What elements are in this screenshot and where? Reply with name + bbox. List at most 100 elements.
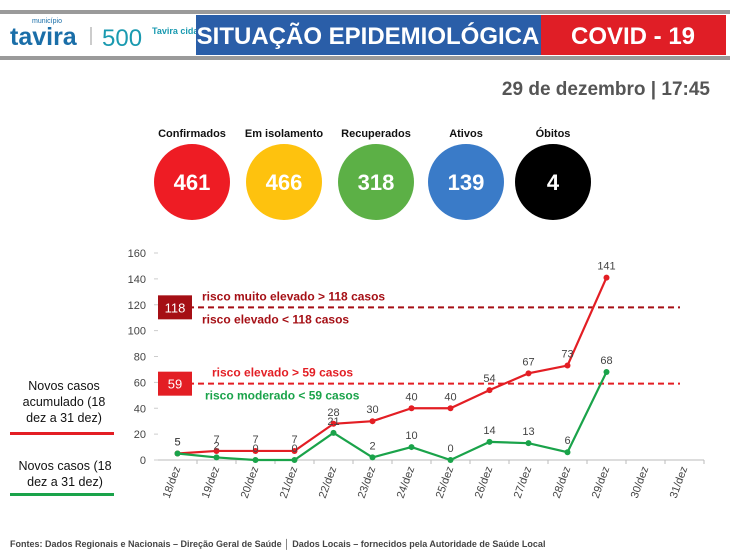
series-point — [252, 447, 259, 454]
x-tick-label: 21/dez — [278, 465, 301, 500]
x-tick-label: 22/dez — [317, 465, 340, 500]
series-point — [525, 370, 532, 377]
x-tick-label: 25/dez — [434, 465, 457, 500]
data-label: 7 — [252, 434, 258, 446]
brand-small: município — [32, 18, 62, 25]
indicator-label: Recuperados — [341, 128, 411, 140]
x-tick-label: 28/dez — [551, 465, 574, 500]
data-label: 10 — [405, 430, 417, 442]
legend-label: Novos casos (18 dez a 31 dez) — [18, 459, 112, 489]
footer: Fontes: Dados Regionais e Nacionais – Di… — [10, 538, 545, 550]
y-tick-label: 140 — [128, 274, 146, 286]
x-tick-label: 24/dez — [395, 465, 418, 500]
y-tick-label: 40 — [134, 403, 146, 415]
indicator-value: 139 — [448, 170, 485, 195]
series-point — [603, 274, 610, 281]
y-tick-label: 60 — [134, 377, 146, 389]
series-point — [486, 438, 493, 445]
series-point — [174, 450, 181, 457]
data-label: 68 — [600, 355, 612, 367]
indicator-value: 461 — [174, 170, 211, 195]
y-tick-label: 0 — [140, 455, 146, 467]
threshold-below: risco moderado < 59 casos — [205, 389, 360, 403]
series-point — [330, 420, 337, 427]
x-tick-label: 30/dez — [629, 465, 652, 500]
brand: tavira — [10, 23, 78, 51]
series-point — [486, 387, 493, 394]
series-point — [330, 429, 337, 436]
data-label: 21 — [327, 416, 339, 428]
badge: COVID - 19 — [571, 23, 695, 50]
series-point — [291, 457, 298, 463]
series-point — [525, 440, 532, 447]
x-tick-label: 18/dez — [161, 465, 184, 500]
y-tick-label: 120 — [128, 300, 146, 312]
series-point — [447, 405, 454, 412]
series-point — [369, 418, 376, 425]
y-tick-label: 100 — [128, 326, 146, 338]
header-rule — [0, 56, 730, 60]
threshold-above: risco muito elevado > 118 casos — [202, 289, 385, 303]
indicator-circle — [428, 144, 504, 220]
indicator-label: Ativos — [449, 128, 483, 140]
x-tick-label: 23/dez — [356, 465, 379, 500]
threshold-value: 59 — [168, 377, 182, 392]
data-label: 141 — [597, 261, 615, 273]
x-tick-label: 20/dez — [239, 465, 262, 500]
y-tick-label: 80 — [134, 352, 146, 364]
data-label: 73 — [561, 349, 573, 361]
indicator-value: 318 — [358, 170, 395, 195]
indicator-circle — [154, 144, 230, 220]
series-point — [369, 454, 376, 461]
data-label: 28 — [327, 407, 339, 419]
threshold-box — [158, 371, 192, 396]
data-label: 2 — [213, 440, 219, 452]
logo-text: Tavira cidade — [152, 26, 209, 36]
title: SITUAÇÃO EPIDEMIOLÓGICA — [197, 22, 540, 50]
series-point — [603, 369, 610, 376]
data-label: 14 — [483, 425, 495, 437]
indicator-circle — [246, 144, 322, 220]
data-label: 30 — [366, 404, 378, 416]
indicator-circle — [338, 144, 414, 220]
series-point — [564, 362, 571, 369]
indicator-circle — [515, 144, 591, 220]
threshold-below: risco elevado < 118 casos — [202, 312, 349, 326]
data-label: 2 — [369, 440, 375, 452]
threshold-box — [158, 295, 192, 320]
series-point — [252, 457, 259, 463]
threshold-value: 118 — [165, 300, 186, 315]
series-point — [564, 449, 571, 456]
series-point — [408, 444, 415, 451]
series-line — [177, 371, 608, 462]
y-tick-label: 160 — [128, 248, 146, 260]
threshold-above: risco elevado > 59 casos — [212, 366, 353, 380]
indicator-label: Confirmados — [158, 128, 226, 140]
indicator-label: Óbitos — [536, 127, 571, 140]
data-label: 67 — [522, 356, 534, 368]
y-tick-label: 20 — [134, 429, 146, 441]
data-label: 54 — [483, 373, 495, 385]
data-label: 0 — [291, 443, 297, 455]
logo-number: 500 — [102, 25, 142, 52]
series-point — [213, 454, 220, 461]
data-label: 5 — [174, 437, 180, 449]
series-line — [177, 277, 608, 455]
badge-band — [541, 15, 726, 55]
x-tick-label: 27/dez — [512, 465, 535, 500]
title-band — [196, 15, 541, 55]
data-label: 7 — [291, 434, 297, 446]
legend-swatch — [10, 493, 114, 496]
x-tick-label: 31/dez — [668, 465, 691, 500]
x-tick-label: 26/dez — [473, 465, 496, 500]
indicator-label: Em isolamento — [245, 128, 324, 140]
header-rule — [0, 10, 730, 14]
data-label: 40 — [405, 391, 417, 403]
series-point — [291, 447, 298, 454]
series-point — [447, 457, 454, 463]
series-point — [213, 447, 220, 454]
legend-swatch — [10, 432, 114, 435]
data-label: 13 — [522, 426, 534, 438]
